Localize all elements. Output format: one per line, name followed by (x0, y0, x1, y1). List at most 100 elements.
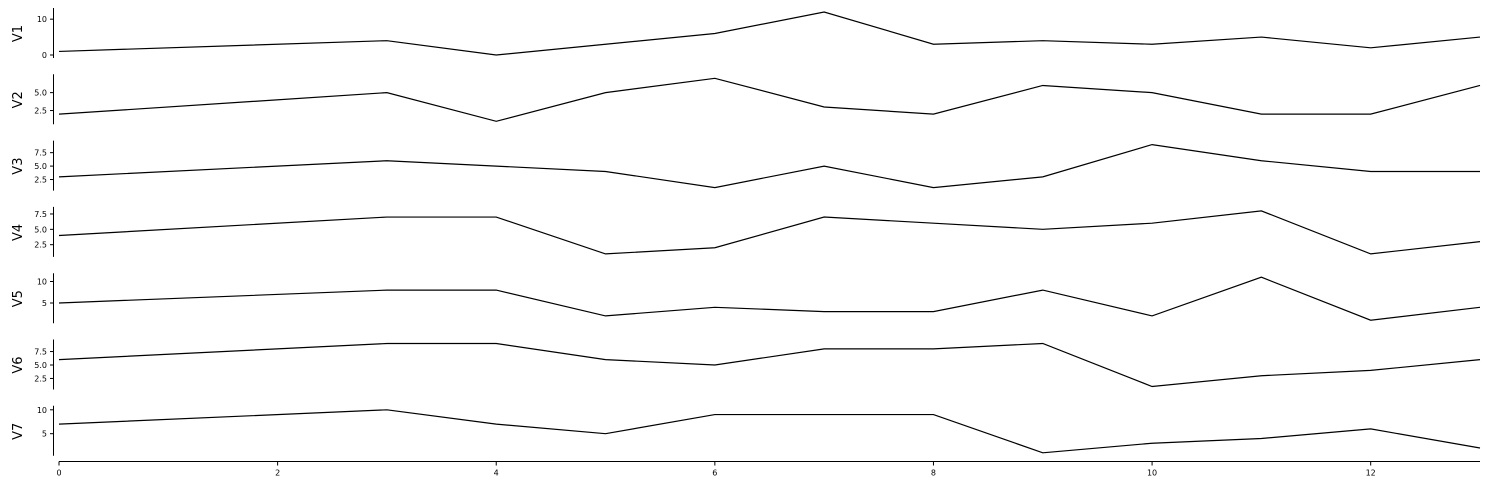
panel-1-point-9 (1260, 36, 1263, 39)
panel-2-point-6 (932, 113, 935, 116)
panel-1-point-7 (1041, 39, 1044, 42)
panel-7-y-tick-label-0: 5 (42, 430, 47, 439)
panel-3-point-9 (1260, 159, 1263, 162)
panel-4-y-tick-label-2: 7.5 (34, 210, 47, 219)
panel-5-point-10 (1369, 319, 1372, 322)
panel-1-y-tick-label-0: 0 (42, 51, 47, 60)
panel-5-point-2 (495, 289, 498, 292)
panel-5-ylabel: V5 (11, 290, 26, 307)
panel-7-series-line (58, 409, 1481, 454)
panel-5-point-1 (385, 289, 388, 292)
panel-6-point-6 (932, 347, 935, 350)
panel-7-point-9 (1260, 437, 1263, 440)
panel-6-point-1 (385, 342, 388, 345)
panel-7-y-tick-label-1: 10 (37, 406, 47, 415)
panel-3-series-line (58, 143, 1480, 189)
panel-3-point-4 (713, 186, 716, 189)
panel-6-series-line (58, 342, 1481, 388)
panel-4-point-5 (823, 216, 826, 219)
panel-5-point-8 (1151, 314, 1154, 317)
panel-2-ylabel: V2 (11, 91, 26, 108)
panel-4-y-tick-label-0: 2.5 (34, 241, 47, 250)
panel-5-y-tick-label-1: 10 (37, 278, 47, 287)
panel-5-y-tick-label-0: 5 (42, 299, 47, 308)
panel-1-point-4 (713, 32, 716, 35)
panel-2-point-4 (713, 77, 716, 80)
panel-5-point-11 (1479, 306, 1482, 309)
panel-6-point-2 (495, 342, 498, 345)
panel-7-point-2 (495, 423, 498, 426)
panel-3-point-8 (1151, 143, 1154, 146)
panel-7-point-1 (385, 408, 388, 411)
panel-7-point-6 (932, 413, 935, 416)
x-tick-label-2: 4 (494, 469, 499, 478)
panel-6-y-tick-label-2: 7.5 (34, 348, 47, 357)
panel-4-point-0 (58, 234, 61, 237)
panel-3-point-3 (604, 170, 607, 173)
panel-5-point-5 (823, 310, 826, 313)
panel-6-point-11 (1479, 358, 1482, 361)
panel-6-point-0 (58, 358, 61, 361)
panel-3-y-tick-label-2: 7.5 (34, 149, 47, 158)
panel-2-point-3 (604, 91, 607, 94)
panel-4-point-6 (932, 222, 935, 225)
x-tick-label-5: 10 (1147, 469, 1157, 478)
panel-1-y-tick-label-1: 10 (37, 15, 47, 24)
panel-6-point-9 (1260, 374, 1263, 377)
panel-4-point-8 (1151, 222, 1154, 225)
panel-1-point-6 (932, 43, 935, 46)
panel-1-point-2 (495, 54, 498, 57)
x-tick-label-4: 8 (931, 469, 936, 478)
panel-7-point-3 (604, 432, 607, 435)
panel-4-point-11 (1479, 240, 1482, 243)
x-tick-label-6: 12 (1366, 469, 1376, 478)
panel-1-point-5 (823, 11, 826, 14)
panel-5-point-0 (58, 302, 61, 305)
panel-1-ylabel: V1 (11, 25, 26, 42)
panel-2-series-line (58, 77, 1481, 122)
panel-5-series-line (58, 276, 1481, 321)
panel-1-point-10 (1369, 46, 1372, 49)
panel-2-point-8 (1151, 91, 1154, 94)
panel-4-point-10 (1369, 252, 1372, 255)
panel-1-series-line (58, 11, 1481, 56)
panel-3-point-7 (1041, 175, 1044, 178)
panel-2-point-10 (1369, 113, 1372, 116)
panel-3-point-1 (385, 159, 388, 162)
panel-3-point-6 (932, 186, 935, 189)
panel-4-ylabel: V4 (11, 224, 26, 241)
panel-7-point-11 (1479, 447, 1482, 450)
panel-3-point-0 (58, 175, 61, 178)
panel-6-point-10 (1369, 369, 1372, 372)
panel-5-point-3 (604, 314, 607, 317)
panel-7-point-8 (1151, 442, 1154, 445)
panel-6-point-4 (713, 364, 716, 367)
panel-6-point-7 (1041, 342, 1044, 345)
panel-6-y-tick-label-1: 5.0 (34, 361, 47, 370)
panel-6-y-tick-label-0: 2.5 (34, 374, 47, 383)
panel-5-point-7 (1041, 289, 1044, 292)
panel-4-point-2 (495, 216, 498, 219)
panel-6-point-5 (823, 347, 826, 350)
panel-1-point-1 (385, 39, 388, 42)
panel-2-point-1 (385, 91, 388, 94)
panel-1-point-0 (58, 50, 61, 53)
x-tick-label-1: 2 (275, 469, 280, 478)
panel-7-point-0 (58, 423, 61, 426)
panel-3-point-11 (1479, 170, 1482, 173)
panel-3-y-tick-label-1: 5.0 (34, 162, 47, 171)
panel-2-point-9 (1260, 113, 1263, 116)
panel-1-point-8 (1151, 43, 1154, 46)
panel-1-point-3 (604, 43, 607, 46)
panel-7-point-5 (823, 413, 826, 416)
panel-3-point-5 (823, 165, 826, 168)
panel-2-point-5 (823, 105, 826, 108)
x-tick-label-3: 6 (712, 469, 717, 478)
panel-4-point-7 (1041, 228, 1044, 231)
panel-4-point-3 (604, 252, 607, 255)
panel-3-point-2 (495, 165, 498, 168)
panel-7-point-7 (1041, 451, 1044, 454)
panel-2-y-tick-label-1: 5.0 (34, 89, 47, 98)
panel-6-point-3 (604, 358, 607, 361)
